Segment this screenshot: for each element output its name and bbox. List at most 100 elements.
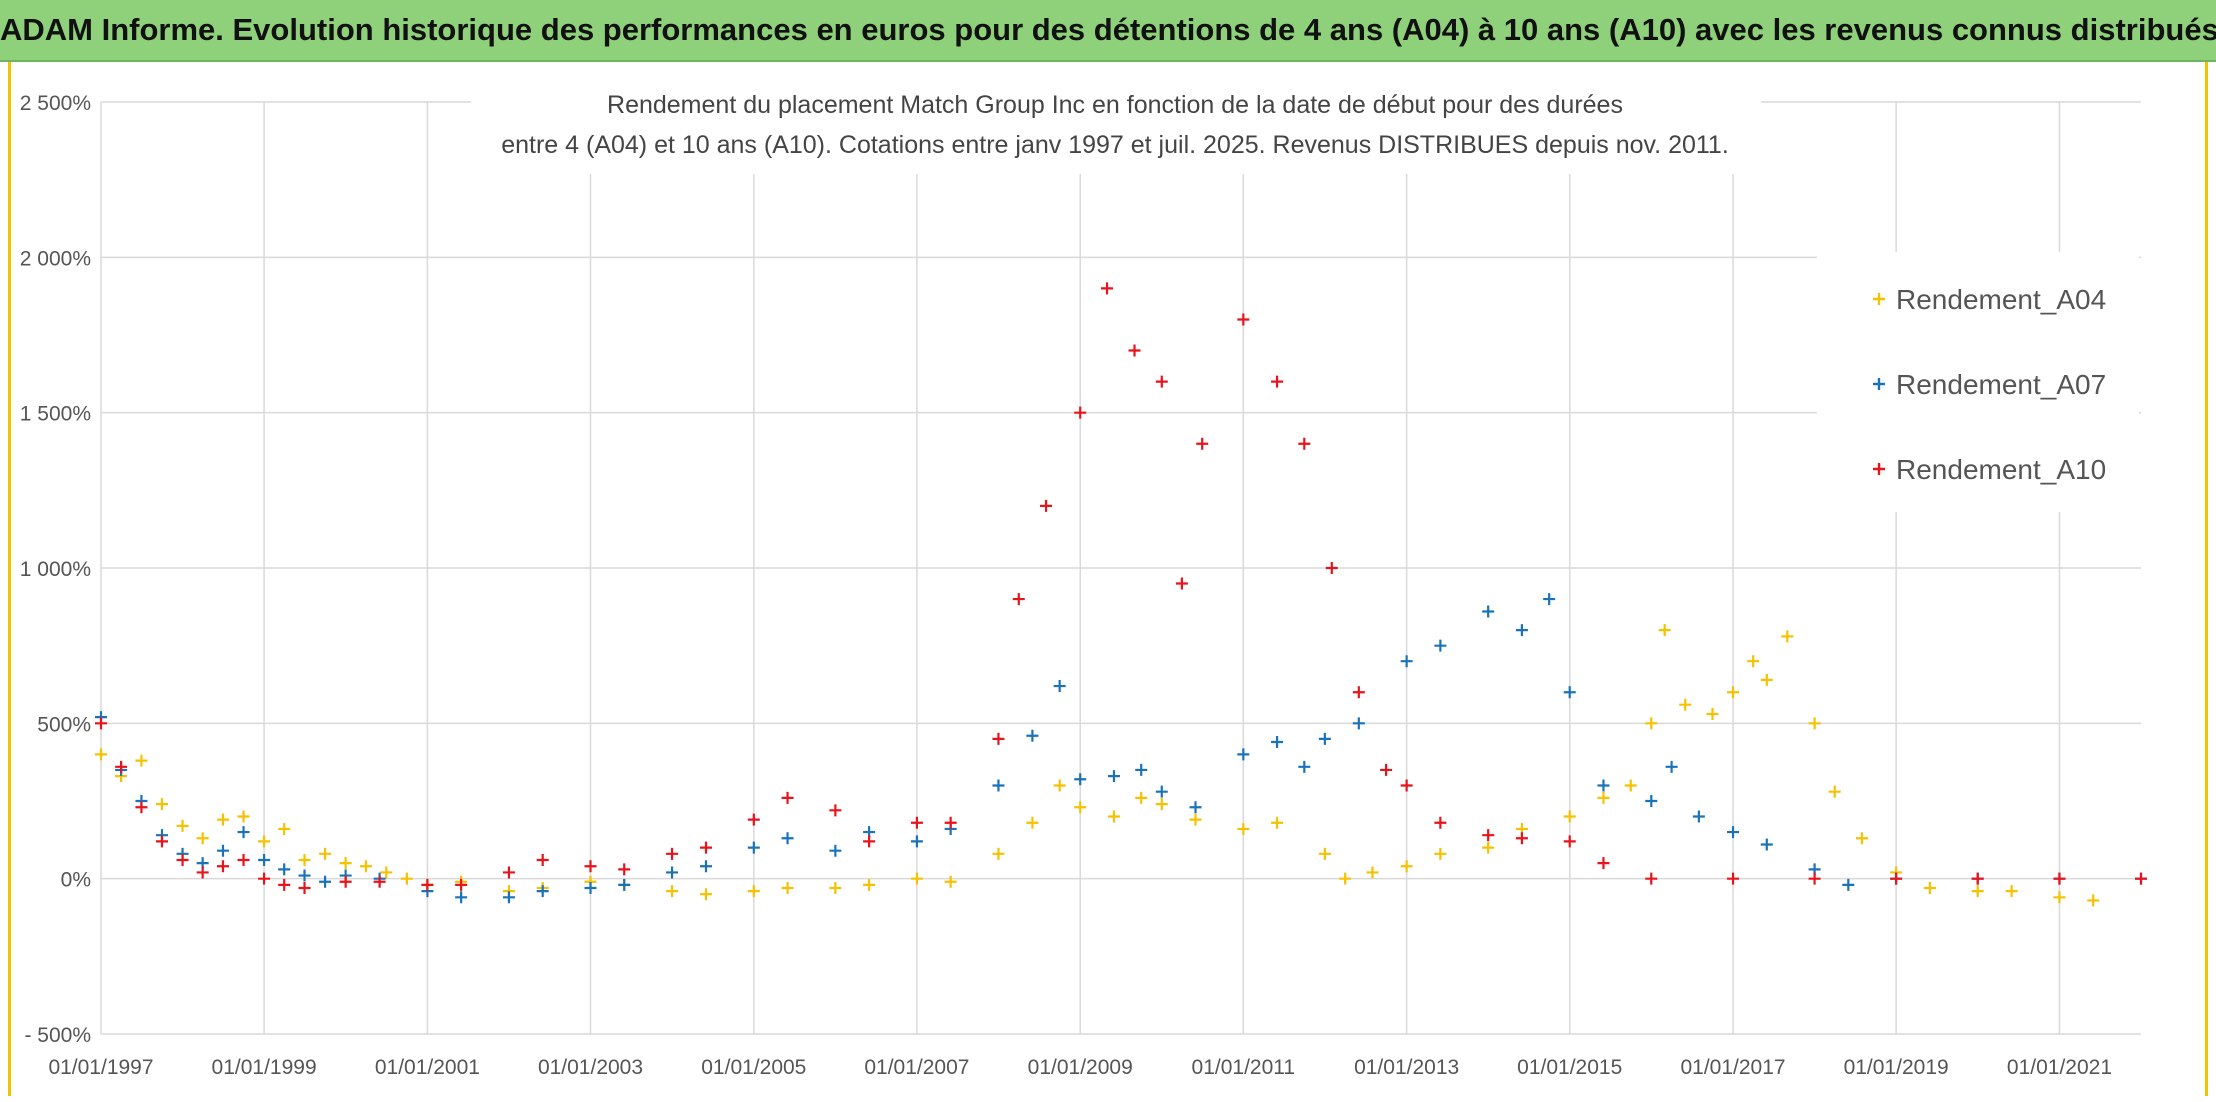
data-point bbox=[1318, 732, 1331, 745]
data-point bbox=[910, 872, 923, 885]
data-point bbox=[135, 801, 148, 814]
data-point bbox=[1101, 282, 1114, 295]
data-point bbox=[400, 872, 413, 885]
x-tick-label: 01/01/2009 bbox=[1028, 1056, 1133, 1079]
data-point bbox=[1706, 708, 1719, 721]
data-point bbox=[666, 847, 679, 860]
data-point bbox=[1971, 885, 1984, 898]
data-point bbox=[258, 835, 271, 848]
data-point bbox=[1482, 829, 1495, 842]
data-point bbox=[944, 875, 957, 888]
legend-marker bbox=[1873, 293, 1885, 305]
data-point bbox=[155, 798, 168, 811]
data-point bbox=[1237, 748, 1250, 761]
data-point bbox=[1074, 773, 1087, 786]
y-tick-label: 0% bbox=[61, 869, 91, 892]
data-point bbox=[863, 835, 876, 848]
data-point bbox=[155, 835, 168, 848]
data-point bbox=[237, 854, 250, 867]
data-point bbox=[618, 878, 631, 891]
banner-title: ADAM Informe. Evolution historique des p… bbox=[0, 12, 2216, 47]
chart-title-line1: Rendement du placement Match Group Inc e… bbox=[607, 91, 1623, 119]
data-point bbox=[1189, 801, 1202, 814]
data-point bbox=[176, 854, 189, 867]
y-tick-label: 1 000% bbox=[20, 558, 91, 581]
data-point bbox=[278, 863, 291, 876]
data-point bbox=[700, 860, 713, 873]
data-point bbox=[95, 748, 107, 761]
y-tick-label: - 500% bbox=[24, 1024, 91, 1047]
data-point bbox=[992, 732, 1005, 745]
data-point bbox=[910, 835, 923, 848]
data-point bbox=[1271, 735, 1284, 748]
data-point bbox=[1658, 624, 1671, 637]
data-point bbox=[2053, 891, 2066, 904]
data-point bbox=[373, 875, 386, 888]
data-point bbox=[536, 854, 549, 867]
x-tick-label: 01/01/2019 bbox=[1844, 1056, 1949, 1079]
legend-marker bbox=[1873, 463, 1885, 475]
legend-label: Rendement_A04 bbox=[1896, 284, 2106, 315]
data-point bbox=[455, 878, 468, 891]
y-axis-ticks: - 500% 0% 500% 1 000% 1 500% 2 000% 2 500% bbox=[20, 92, 91, 1047]
data-point bbox=[1434, 816, 1447, 829]
grid-lines bbox=[100, 101, 2141, 1035]
data-point bbox=[359, 860, 372, 873]
data-point bbox=[1380, 763, 1393, 776]
data-point bbox=[1339, 872, 1352, 885]
data-point bbox=[781, 791, 794, 804]
data-point bbox=[1434, 847, 1447, 860]
data-point bbox=[1155, 375, 1168, 388]
x-tick-label: 01/01/2005 bbox=[701, 1056, 806, 1079]
chart-title: Rendement du placement Match Group Inc e… bbox=[471, 78, 1761, 174]
data-point bbox=[666, 885, 679, 898]
data-point bbox=[1107, 770, 1120, 783]
data-point bbox=[258, 854, 271, 867]
data-point bbox=[1298, 437, 1311, 450]
y-tick-label: 2 500% bbox=[20, 92, 91, 115]
chart-title-line2: entre 4 (A04) et 10 ans (A10). Cotations… bbox=[501, 131, 1729, 159]
data-point bbox=[258, 872, 271, 885]
data-point bbox=[1692, 810, 1705, 823]
y-tick-label: 2 000% bbox=[20, 247, 91, 270]
data-point bbox=[1271, 816, 1284, 829]
data-point bbox=[2053, 872, 2066, 885]
data-point bbox=[1053, 779, 1066, 792]
series-rendement_a10 bbox=[95, 282, 2147, 894]
y-tick-label: 500% bbox=[37, 713, 91, 736]
data-point bbox=[1624, 779, 1637, 792]
data-point bbox=[339, 875, 352, 888]
data-point bbox=[992, 847, 1005, 860]
data-point bbox=[237, 810, 250, 823]
data-point bbox=[1400, 779, 1413, 792]
data-point bbox=[1352, 717, 1365, 730]
data-point bbox=[584, 860, 597, 873]
data-point bbox=[666, 866, 679, 879]
data-point bbox=[237, 826, 250, 839]
data-point bbox=[829, 881, 842, 894]
data-point bbox=[1482, 841, 1495, 854]
data-point bbox=[196, 832, 209, 845]
data-point bbox=[944, 816, 957, 829]
data-point bbox=[1781, 630, 1794, 643]
data-point bbox=[829, 804, 842, 817]
series-rendement_a04 bbox=[95, 624, 2100, 907]
x-tick-label: 01/01/2003 bbox=[538, 1056, 643, 1079]
legend-label: Rendement_A10 bbox=[1896, 454, 2106, 485]
data-point bbox=[1645, 872, 1658, 885]
data-point bbox=[1155, 785, 1168, 798]
data-point bbox=[502, 866, 515, 879]
data-point bbox=[216, 813, 229, 826]
data-point bbox=[1135, 763, 1148, 776]
x-tick-label: 01/01/2015 bbox=[1517, 1056, 1622, 1079]
legend-marker bbox=[1873, 378, 1885, 390]
chart-canvas: - 500% 0% 500% 1 000% 1 500% 2 000% 2 500% 01/… bbox=[20, 78, 2147, 1079]
legend-item: Rendement_A04 bbox=[1873, 284, 2106, 315]
data-point bbox=[1189, 813, 1202, 826]
x-tick-label: 01/01/2001 bbox=[375, 1056, 480, 1079]
data-point bbox=[747, 841, 760, 854]
data-point bbox=[1400, 655, 1413, 668]
x-tick-label: 01/01/2007 bbox=[864, 1056, 969, 1079]
data-point bbox=[2087, 894, 2100, 907]
data-point bbox=[1196, 437, 1209, 450]
